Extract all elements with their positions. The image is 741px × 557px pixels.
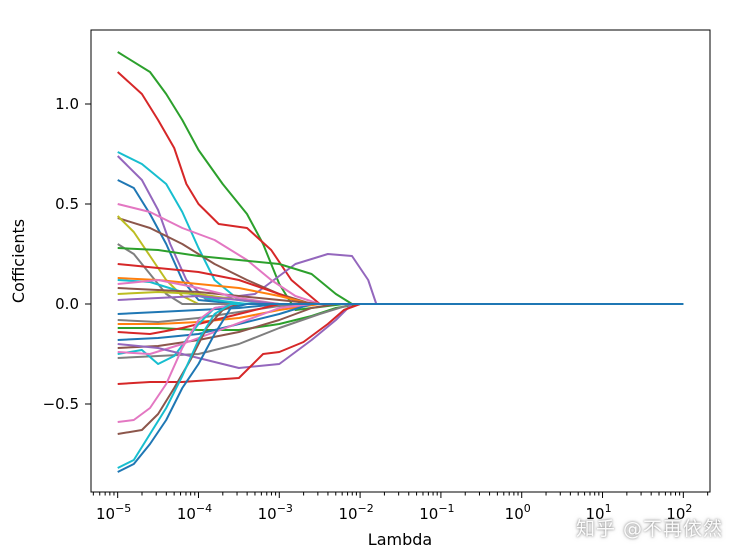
x-tick-label: 10−2 <box>338 502 373 523</box>
y-axis: −0.5 0.0 0.5 1.0 <box>43 95 91 413</box>
x-tick-label: 101 <box>585 502 611 523</box>
coefficient-line-1 <box>117 51 684 311</box>
watermark: 知乎 @不再依然 <box>575 518 723 540</box>
x-tick-label: 10−4 <box>177 502 212 523</box>
x-tick-label: 102 <box>666 502 692 523</box>
series-layer <box>116 51 684 473</box>
coefficient-line-32 <box>117 303 684 469</box>
coefficient-line-25 <box>117 303 684 359</box>
y-tick-label: 0.0 <box>55 295 79 313</box>
x-tick-label: 100 <box>505 502 531 523</box>
y-axis-label: Cofficients <box>9 219 28 303</box>
coefficient-line-30 <box>117 303 684 423</box>
y-tick-label: 0.5 <box>55 195 79 213</box>
y-tick-label: −0.5 <box>43 395 79 413</box>
coefficient-line-33 <box>117 303 684 473</box>
x-tick-label: 10−3 <box>258 502 293 523</box>
coefficient-line-29 <box>117 303 684 385</box>
coefficient-line-10 <box>117 247 684 305</box>
y-tick-label: 1.0 <box>55 95 79 113</box>
x-axis: 10−5 10−4 10−3 10−2 10−1 100 101 102 <box>92 492 709 523</box>
coefficient-line-4 <box>116 155 684 305</box>
x-tick-label: 10−1 <box>419 502 454 523</box>
coefficient-line-3 <box>117 151 684 305</box>
plot-frame <box>90 29 711 493</box>
coefficient-line-2 <box>117 71 684 305</box>
x-axis-label: Lambda <box>368 530 432 549</box>
x-tick-label: 10−5 <box>96 502 131 523</box>
